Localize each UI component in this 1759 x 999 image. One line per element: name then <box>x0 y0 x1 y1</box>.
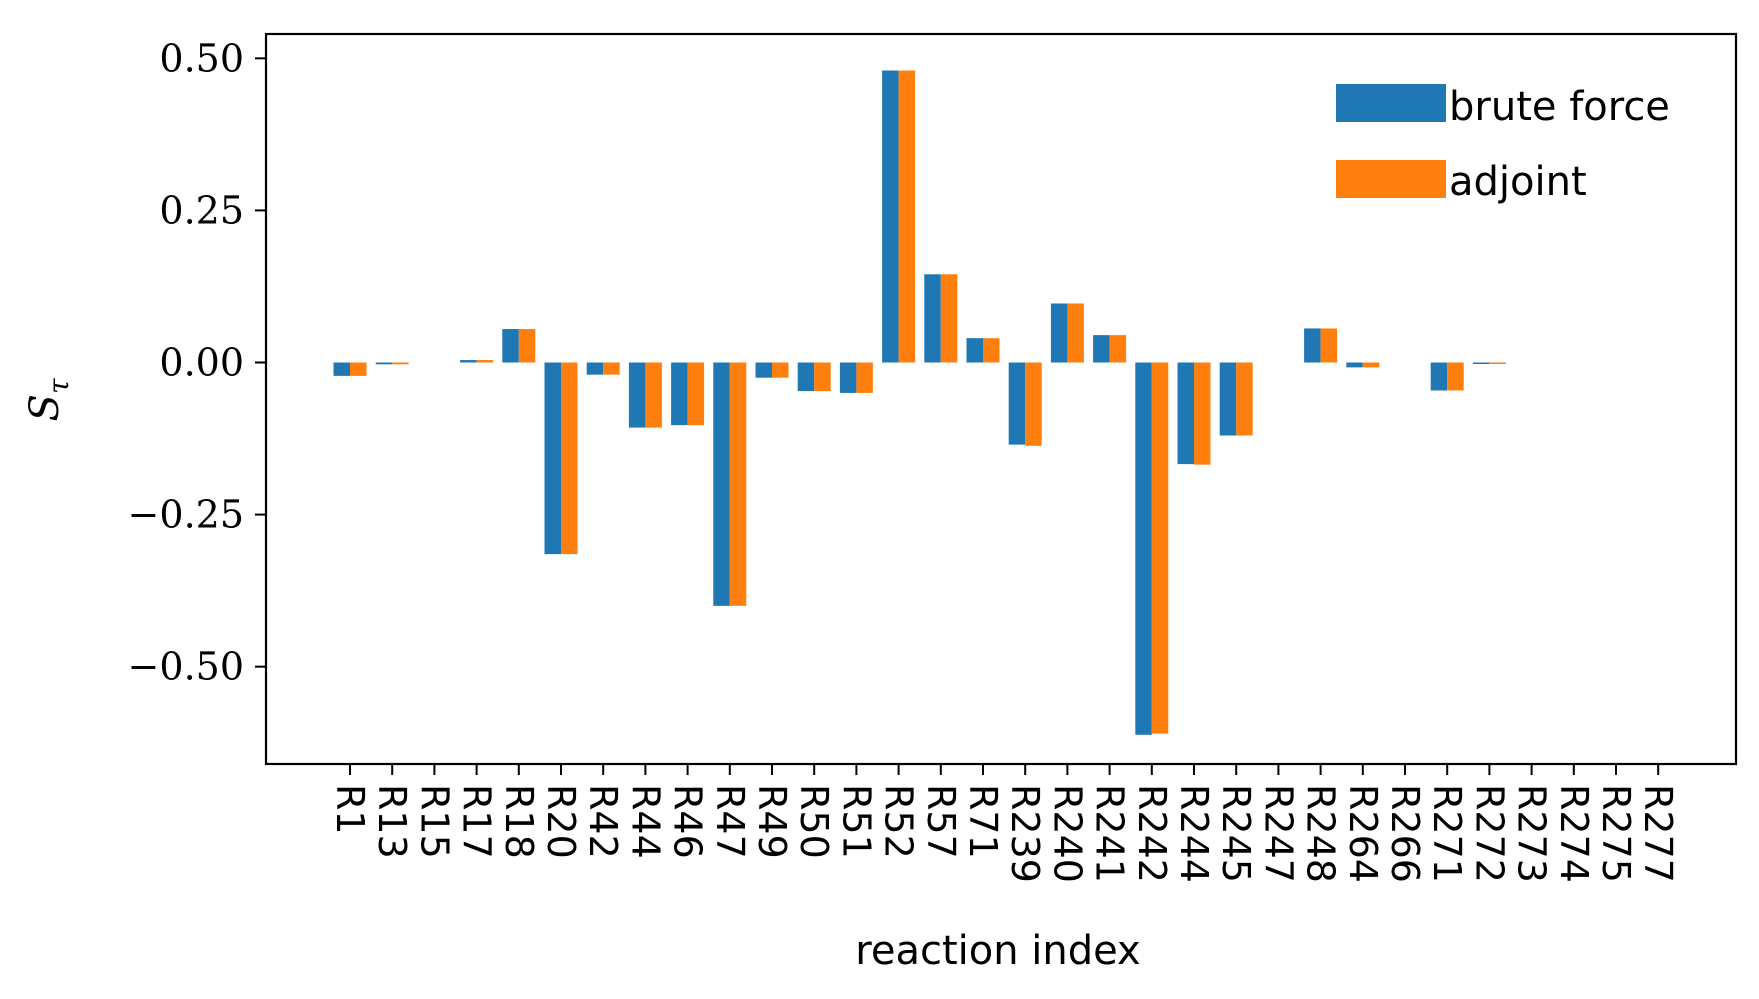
bar-adjoint-R244 <box>1194 362 1211 465</box>
legend-label-adjoint: adjoint <box>1449 159 1587 205</box>
bar-brute-force-R241 <box>1093 335 1110 363</box>
x-tick-label: R47 <box>708 784 752 859</box>
y-axis-label: Sτ <box>22 378 75 421</box>
x-tick-label: R51 <box>834 784 878 859</box>
bar-brute-force-R13 <box>375 362 393 365</box>
x-tick-label: R239 <box>1003 784 1047 883</box>
x-tick-label: R245 <box>1214 784 1258 883</box>
x-tick-label: R1 <box>328 784 372 835</box>
bar-adjoint-R272 <box>1489 362 1506 364</box>
x-tick-label: R275 <box>1594 784 1638 883</box>
x-tick-label: R274 <box>1552 784 1596 883</box>
legend-swatch-adjoint <box>1336 160 1446 198</box>
bar-brute-force-R242 <box>1135 362 1152 735</box>
x-tick-label: R46 <box>666 784 710 859</box>
bar-brute-force-R20 <box>544 362 561 555</box>
bar-adjoint-R47 <box>729 362 747 606</box>
bar-adjoint-R52 <box>898 70 916 363</box>
y-tick-label: 0.50 <box>159 36 244 80</box>
bar-adjoint-R239 <box>1025 362 1042 446</box>
bar-brute-force-R71 <box>966 338 983 363</box>
x-tick-label: R272 <box>1467 784 1511 883</box>
x-tick-label: R42 <box>581 784 625 859</box>
bar-brute-force-R264 <box>1346 362 1363 368</box>
bar-adjoint-R271 <box>1447 362 1464 391</box>
x-tick-label: R15 <box>412 784 456 859</box>
legend-label-brute-force: brute force <box>1449 84 1670 130</box>
x-tick-label: R264 <box>1341 784 1385 883</box>
x-axis-label: reaction index <box>855 928 1140 974</box>
bar-brute-force-R17 <box>460 360 477 363</box>
bar-brute-force-R42 <box>586 362 604 375</box>
bar-adjoint-R20 <box>561 362 578 555</box>
x-tick-label: R248 <box>1299 784 1343 883</box>
bar-adjoint-R241 <box>1109 335 1127 363</box>
bar-brute-force-R1 <box>333 362 350 376</box>
y-tick-label: −0.25 <box>128 493 244 537</box>
bar-adjoint-R18 <box>518 329 536 363</box>
bar-brute-force-R272 <box>1472 362 1490 364</box>
legend-swatch-brute-force <box>1336 84 1446 122</box>
bar-brute-force-R271 <box>1430 362 1448 391</box>
x-tick-label: R241 <box>1088 784 1132 883</box>
x-tick-label: R13 <box>370 784 414 859</box>
x-tick-label: R20 <box>539 784 583 859</box>
plot-frame <box>264 32 1738 766</box>
x-tick-label: R240 <box>1045 784 1089 883</box>
bar-adjoint-R50 <box>814 362 831 392</box>
x-tick-label: R50 <box>792 784 836 859</box>
legend: brute force adjoint <box>1336 84 1670 205</box>
bar-brute-force-R46 <box>671 362 688 426</box>
x-tick-label: R44 <box>623 784 667 859</box>
bar-adjoint-R51 <box>856 362 873 393</box>
bar-adjoint-R240 <box>1067 303 1084 363</box>
bar-adjoint-R49 <box>772 362 789 378</box>
bar-brute-force-R51 <box>839 362 857 393</box>
bar-adjoint-R245 <box>1236 362 1253 436</box>
bar-adjoint-R71 <box>983 338 1000 363</box>
y-tick-label: −0.50 <box>128 645 244 689</box>
x-tick-label: R18 <box>497 784 541 859</box>
bar-brute-force-R47 <box>713 362 730 606</box>
x-tick-label: R273 <box>1510 784 1554 883</box>
bars-layer <box>333 70 1506 735</box>
x-tick-label: R271 <box>1425 784 1469 883</box>
x-tick-label: R17 <box>455 784 499 859</box>
bar-brute-force-R50 <box>797 362 815 392</box>
bar-brute-force-R57 <box>924 274 941 363</box>
y-tick-label: 0.00 <box>159 341 244 385</box>
bar-adjoint-R242 <box>1151 362 1169 734</box>
bar-adjoint-R264 <box>1362 362 1380 368</box>
bar-brute-force-R239 <box>1008 362 1026 445</box>
x-tick-label: R244 <box>1172 784 1216 883</box>
bar-adjoint-R17 <box>476 360 494 363</box>
x-tick-label: R57 <box>919 784 963 859</box>
bar-brute-force-R240 <box>1050 303 1068 363</box>
bar-brute-force-R18 <box>502 329 519 363</box>
bar-brute-force-R245 <box>1219 362 1237 436</box>
bar-brute-force-R244 <box>1177 362 1194 465</box>
x-ticks: R1R13R15R17R18R20R42R44R46R47R49R50R51R5… <box>328 764 1680 883</box>
bar-adjoint-R1 <box>350 362 367 376</box>
bar-brute-force-R44 <box>628 362 646 428</box>
bar-brute-force-R49 <box>755 362 772 378</box>
y-tick-label: 0.25 <box>159 188 244 232</box>
x-tick-label: R71 <box>961 784 1005 859</box>
bar-brute-force-R52 <box>882 70 899 363</box>
x-tick-label: R277 <box>1636 784 1680 883</box>
bar-adjoint-R13 <box>392 362 409 365</box>
bar-adjoint-R57 <box>940 274 958 363</box>
y-ticks: 0.50 0.25 0.00 −0.25 −0.50 <box>128 36 266 689</box>
x-tick-label: R242 <box>1130 784 1174 883</box>
bar-adjoint-R248 <box>1320 328 1338 363</box>
x-tick-label: R266 <box>1383 784 1427 883</box>
x-tick-label: R52 <box>877 784 921 859</box>
bar-adjoint-R42 <box>603 362 620 375</box>
bar-adjoint-R44 <box>645 362 662 428</box>
bar-adjoint-R46 <box>687 362 705 426</box>
x-tick-label: R247 <box>1256 784 1300 883</box>
bar-brute-force-R248 <box>1304 328 1321 363</box>
x-tick-label: R49 <box>750 784 794 859</box>
